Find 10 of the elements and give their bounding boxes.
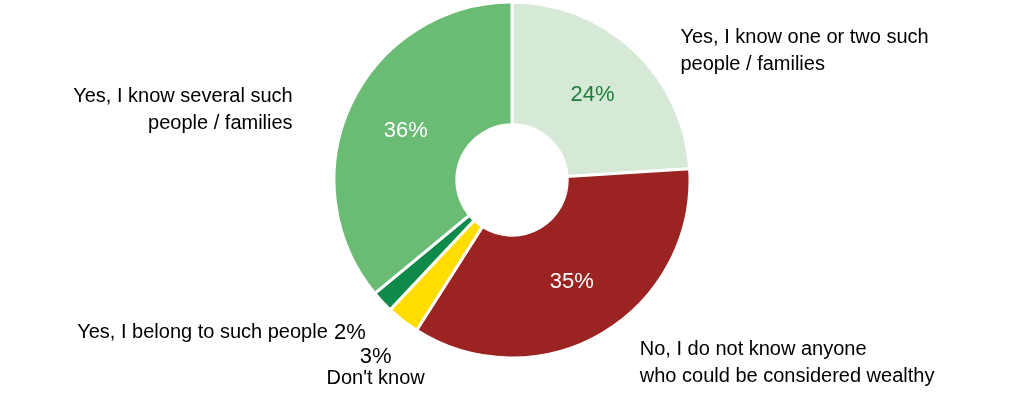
slice-label: Yes, I know several such people / families — [73, 84, 293, 134]
data-label: 36% — [383, 116, 428, 142]
data-label: 24% — [570, 81, 615, 107]
slice-label: No, I do not know anyone who could be considered wealthy — [638, 337, 935, 387]
data-label: 35% — [549, 268, 594, 294]
data-label: 2% — [333, 319, 366, 345]
slice-label: Yes, I belong to such people — [77, 320, 328, 343]
data-label: 3% — [359, 342, 392, 368]
slice-label: Yes, I know one or two such people / families — [680, 24, 929, 74]
slice-label: Don't know — [326, 365, 426, 388]
